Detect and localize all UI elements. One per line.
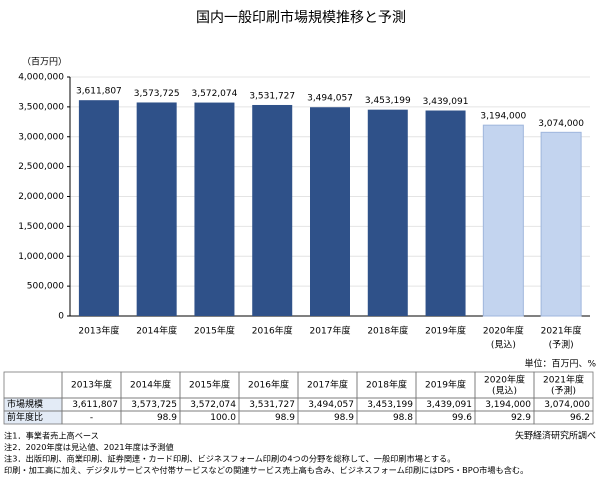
value-label: 3,573,725 — [134, 89, 180, 99]
value-label: 3,572,074 — [192, 89, 238, 99]
y-tick-label: 0 — [58, 312, 64, 322]
table-cell-text: 3,611,807 — [72, 400, 118, 410]
bar — [310, 107, 350, 316]
x-tick-label: 2018年度 — [367, 325, 408, 337]
table-header: 2013年度 — [71, 379, 112, 391]
bar — [78, 100, 119, 316]
x-tick-label: 2015年度 — [194, 325, 235, 337]
table-header-note: (見込) — [492, 386, 517, 397]
x-tick-label: 2014年度 — [136, 325, 177, 337]
table-unit: 単位：百万円、% — [524, 358, 596, 370]
table-cell-text: 98.9 — [275, 413, 295, 423]
value-label: 3,531,727 — [249, 91, 295, 101]
bar — [367, 109, 408, 316]
table-header: 2014年度 — [130, 379, 171, 391]
note: 注1．事業者売上高ベース — [4, 431, 99, 441]
table-header-note: (予測) — [551, 385, 576, 397]
table-cell-text: 3,572,074 — [190, 400, 236, 410]
bar — [482, 124, 524, 317]
table-header: 2019年度 — [425, 379, 466, 391]
table-cell-text: 3,074,000 — [544, 400, 590, 410]
y-tick-label: 3,500,000 — [18, 102, 64, 112]
value-label: 3,494,057 — [307, 94, 353, 104]
y-unit: （百万円） — [22, 57, 67, 68]
note: 印刷・加工高に加え、デジタルサービスや付帯サービスなどの関連サービス売上高も含み… — [4, 465, 528, 475]
table-header: 2020年度 — [484, 374, 525, 386]
bar — [425, 110, 466, 316]
bar — [136, 102, 177, 316]
value-label: 3,194,000 — [480, 112, 526, 122]
bar — [252, 104, 293, 316]
table-cell-text: 3,453,199 — [367, 400, 413, 410]
bar — [540, 131, 582, 317]
table-header: 2015年度 — [189, 379, 230, 391]
note: 注3．出版印刷、商業印刷、証券関連・カード印刷、ビジネスフォーム印刷の4つの分野… — [4, 454, 455, 464]
y-tick-label: 2,500,000 — [18, 162, 64, 172]
table-cell-text: 3,531,727 — [249, 400, 295, 410]
y-tick-label: 4,000,000 — [18, 73, 64, 83]
table-cell-text: 3,439,091 — [426, 400, 472, 410]
x-tick-note: (見込) — [491, 340, 516, 351]
table-cell-text: 98.9 — [334, 413, 354, 423]
y-tick-label: 3,000,000 — [18, 132, 64, 142]
value-label: 3,611,807 — [76, 87, 122, 97]
x-tick-note: (予測) — [549, 339, 574, 351]
note: 注2．2020年度は見込値、2021年度は予測値 — [4, 442, 174, 452]
table-row-label: 前年度比 — [7, 411, 43, 423]
y-tick-label: 1,500,000 — [18, 222, 64, 232]
value-label: 3,453,199 — [365, 96, 411, 106]
table-row-label: 市場規模 — [7, 398, 43, 410]
table-header: 2021年度 — [543, 374, 584, 386]
table-header: 2017年度 — [307, 379, 348, 391]
x-tick-label: 2020年度 — [483, 325, 524, 337]
table-cell-text: - — [90, 413, 93, 423]
x-tick-label: 2013年度 — [78, 325, 119, 337]
table-header: 2016年度 — [248, 379, 289, 391]
table-cell-text: 96.2 — [570, 413, 590, 423]
value-label: 3,439,091 — [423, 97, 469, 107]
table-cell-text: 98.9 — [157, 413, 177, 423]
table-cell-text: 99.6 — [452, 413, 472, 423]
x-tick-label: 2016年度 — [252, 325, 293, 337]
table-header: 2018年度 — [366, 379, 407, 391]
source: 矢野経済研究所調べ — [515, 430, 596, 442]
table-cell — [533, 410, 594, 425]
table-cell-text: 100.0 — [210, 413, 236, 423]
table-cell-text: 3,573,725 — [131, 400, 177, 410]
table-cell-text: 98.8 — [393, 413, 413, 423]
table-cell-text: 3,494,057 — [308, 400, 354, 410]
x-tick-label: 2017年度 — [310, 325, 351, 337]
table-cell-text: 92.9 — [511, 413, 531, 423]
table-cell-text: 3,194,000 — [485, 400, 531, 410]
x-tick-label: 2019年度 — [425, 325, 466, 337]
y-tick-label: 500,000 — [27, 282, 64, 292]
chart-title: 国内一般印刷市場規模推移と予測 — [196, 9, 406, 26]
y-tick-label: 2,000,000 — [18, 192, 64, 202]
value-label: 3,074,000 — [538, 119, 584, 129]
x-tick-label: 2021年度 — [541, 325, 582, 337]
bar — [194, 102, 235, 317]
y-tick-label: 1,000,000 — [18, 252, 64, 262]
table-cell — [3, 371, 63, 399]
